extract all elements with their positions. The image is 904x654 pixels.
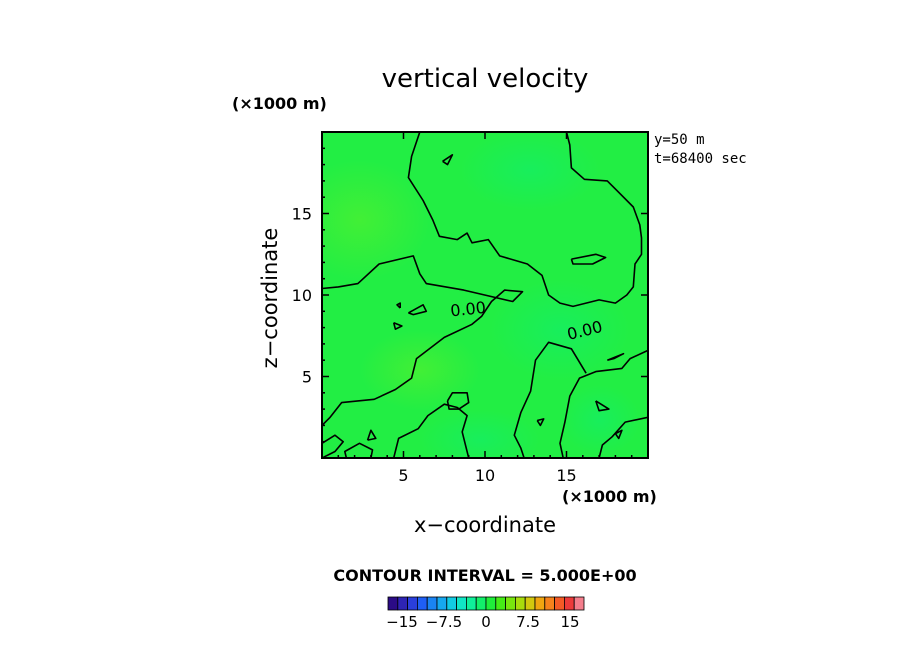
colorbar-cell — [387, 596, 399, 611]
contour-line — [408, 304, 428, 316]
y-tick-label: 15 — [292, 205, 312, 224]
x-tick-label: 5 — [398, 466, 408, 485]
colorbar-cell — [416, 596, 428, 611]
colorbar — [387, 596, 585, 611]
colorbar-tick-label: −15 — [386, 613, 418, 631]
colorbar-labels: −15 −7.5 0 7.5 15 — [386, 613, 579, 631]
contour-line — [407, 132, 643, 308]
plot-field: 0.000.00 — [322, 132, 648, 458]
field-shade — [490, 280, 630, 380]
colorbar-cell — [397, 596, 408, 611]
y-axis-unit: (×1000 m) — [232, 94, 327, 113]
field-shade — [360, 330, 480, 410]
colorbar-cell — [554, 596, 565, 611]
colorbar-cell — [534, 596, 546, 611]
colorbar-tick-label: −7.5 — [426, 613, 462, 631]
colorbar-cell — [564, 596, 575, 611]
info-y-position: y=50 m — [654, 132, 705, 148]
colorbar-cell — [475, 596, 487, 611]
x-tick-label: 15 — [556, 466, 576, 485]
contour-line — [570, 253, 607, 265]
contour-label: 0.00 — [449, 298, 486, 321]
contour-line — [595, 400, 610, 412]
contour-line — [322, 434, 344, 458]
contour-line — [614, 429, 623, 440]
chart-title: vertical velocity — [382, 64, 589, 94]
colorbar-cell — [573, 596, 585, 611]
y-tick-label: 10 — [292, 286, 312, 305]
contour-line — [396, 302, 401, 309]
x-axis-label: x−coordinate — [414, 513, 556, 537]
contour-line — [392, 321, 403, 330]
x-axis-unit: (×1000 m) — [562, 487, 657, 506]
field-shade — [420, 410, 540, 458]
colorbar-cell — [426, 596, 438, 611]
contour-line — [536, 418, 545, 427]
axis-ticks — [322, 132, 648, 458]
tick-labels: 5 10 15 5 10 15 — [292, 205, 577, 486]
contour-interval-text: CONTOUR INTERVAL = 5.000E+00 — [333, 566, 636, 585]
y-tick-label: 5 — [302, 368, 312, 387]
contour-line — [392, 403, 470, 458]
colorbar-cell — [407, 596, 418, 611]
y-axis-label: z−coordinate — [258, 228, 282, 369]
contour-line — [559, 349, 648, 458]
contour-line — [607, 352, 625, 361]
field-shade — [322, 160, 430, 280]
colorbar-tick-label: 7.5 — [516, 613, 540, 631]
colorbar-cell — [456, 596, 467, 611]
colorbar-cell — [505, 596, 516, 611]
field-shade — [460, 132, 600, 210]
contour-line — [442, 154, 454, 166]
field-shade — [560, 385, 640, 455]
colorbar-cell — [465, 596, 477, 611]
contour-line — [513, 341, 587, 458]
colorbar-cell — [515, 596, 526, 611]
contour-line — [598, 416, 648, 458]
colorbar-cell — [495, 596, 506, 611]
colorbar-cell — [544, 596, 555, 611]
info-time: t=68400 sec — [654, 151, 747, 167]
colorbar-tick-label: 0 — [481, 613, 491, 631]
contour-line — [344, 442, 374, 458]
contour-line — [366, 429, 377, 441]
contour-lines — [322, 132, 648, 458]
colorbar-cell — [524, 596, 536, 611]
colorbar-cell — [436, 596, 448, 611]
contour-line — [322, 255, 524, 426]
colorbar-tick-label: 15 — [560, 613, 579, 631]
x-tick-label: 10 — [475, 466, 495, 485]
colorbar-cell — [446, 596, 457, 611]
contour-line — [446, 392, 470, 410]
colorbar-cell — [485, 596, 497, 611]
